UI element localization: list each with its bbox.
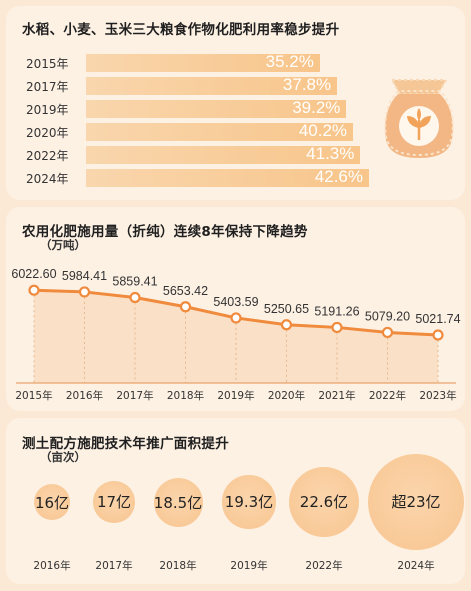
bubble-category-label: 2018年: [159, 560, 197, 572]
bar-value-label: 35.2%: [265, 52, 314, 71]
bubble-value-label: 18.5亿: [153, 493, 203, 512]
data-point: [179, 301, 192, 313]
x-tick-label: 2017年: [116, 389, 153, 402]
bubble-category-label: 2024年: [397, 560, 435, 572]
data-point: [230, 312, 242, 324]
bar-category-label: 2022年: [26, 149, 69, 163]
utilization-title: 水稻、小麦、玉米三大粮食作物化肥利用率稳步提升: [22, 22, 340, 38]
data-value-label: 5403.59: [213, 295, 258, 309]
data-value-label: 5079.20: [365, 309, 410, 323]
x-tick-label: 2018年: [167, 389, 204, 402]
bubble-category-label: 2019年: [230, 560, 268, 572]
usage-unit: （万吨）: [40, 238, 86, 252]
data-value-label: 5191.26: [314, 304, 359, 318]
bar: 39.2%: [86, 98, 347, 118]
bar-value-label: 39.2%: [292, 98, 341, 117]
data-value-label: 5250.65: [264, 302, 309, 316]
bubble: 超23亿: [367, 453, 465, 551]
bar-category-label: 2017年: [26, 80, 69, 94]
data-point: [381, 326, 394, 339]
data-point: [432, 329, 444, 341]
bar-category-label: 2024年: [26, 172, 69, 186]
bubble: 18.5亿: [153, 477, 203, 527]
bubble-category-label: 2017年: [95, 560, 133, 572]
bar-category-label: 2019年: [26, 103, 69, 117]
x-tick-label: 2020年: [268, 389, 305, 402]
bar-category-label: 2020年: [26, 126, 69, 140]
bar: 37.8%: [86, 75, 338, 95]
bubble: 17亿: [93, 481, 135, 523]
bubble-value-label: 22.6亿: [299, 493, 349, 512]
bar: 35.2%: [86, 52, 320, 72]
bubble: 19.3亿: [222, 475, 276, 529]
soil-testing-panel: 测土配方施肥技术年推广面积提升 （亩次） 16亿 2016年 17亿 2017年 18.…: [6, 418, 465, 584]
data-point: [78, 286, 91, 298]
data-value-label: 6022.60: [11, 267, 56, 281]
x-tick-label: 2019年: [217, 389, 254, 402]
data-point: [331, 321, 343, 334]
usage-line-chart: 6022.60 2015年 5984.41 2016年 5859.41 2017年 5653…: [11, 267, 460, 402]
x-tick-label: 2015年: [15, 389, 52, 402]
bubble-value-label: 19.3亿: [224, 493, 274, 512]
bar-value-label: 40.2%: [298, 121, 348, 140]
grain-bag-icon: [384, 79, 454, 158]
bar: 40.2%: [86, 121, 354, 141]
soil-testing-title: 测土配方施肥技术年推广面积提升: [22, 436, 229, 452]
bar-category-label: 2015年: [26, 57, 69, 71]
bubble-category-label: 2022年: [305, 560, 343, 572]
bar-row: 2017年 37.8%: [6, 75, 465, 95]
utilization-panel: 水稻、小麦、玉米三大粮食作物化肥利用率稳步提升 2015年 35.2% 2017年 3…: [6, 6, 465, 200]
bar-row: 2022年 41.3%: [6, 144, 465, 164]
bar-value-label: 41.3%: [306, 144, 355, 163]
data-value-label: 5021.74: [415, 312, 460, 326]
bar-row: 2020年 40.2%: [6, 121, 465, 141]
bubble-value-label: 17亿: [96, 493, 132, 512]
x-tick-label: 2016年: [66, 389, 103, 402]
bar-value-label: 42.6%: [314, 167, 363, 186]
bubble-value-label: 16亿: [34, 493, 70, 512]
data-value-label: 5984.41: [62, 269, 107, 283]
bar: 41.3%: [86, 144, 361, 164]
bubble-value-label: 超23亿: [391, 493, 441, 512]
soil-testing-unit: （亩次）: [40, 450, 86, 464]
bubble: 16亿: [34, 484, 70, 520]
bubble: 22.6亿: [288, 466, 360, 538]
data-point: [129, 291, 141, 304]
bar-row: 2024年 42.6%: [6, 167, 465, 187]
x-tick-label: 2022年: [369, 389, 406, 402]
bubble-category-label: 2016年: [33, 560, 71, 572]
bar-row: 2015年 35.2%: [6, 52, 465, 72]
data-point: [28, 284, 40, 296]
bar-row: 2019年 39.2%: [6, 98, 465, 118]
data-value-label: 5653.42: [163, 284, 208, 298]
bar-value-label: 37.8%: [282, 75, 332, 94]
data-point: [280, 319, 293, 331]
data-value-label: 5859.41: [112, 275, 157, 289]
x-tick-label: 2021年: [318, 389, 355, 402]
fertilizer-usage-panel: 农用化肥施用量（折纯）连续8年保持下降趋势 （万吨） 6022.60 2015年 5…: [6, 207, 465, 411]
usage-title: 农用化肥施用量（折纯）连续8年保持下降趋势: [22, 224, 308, 240]
x-tick-label: 2023年: [419, 389, 456, 402]
bar: 42.6%: [86, 167, 369, 187]
